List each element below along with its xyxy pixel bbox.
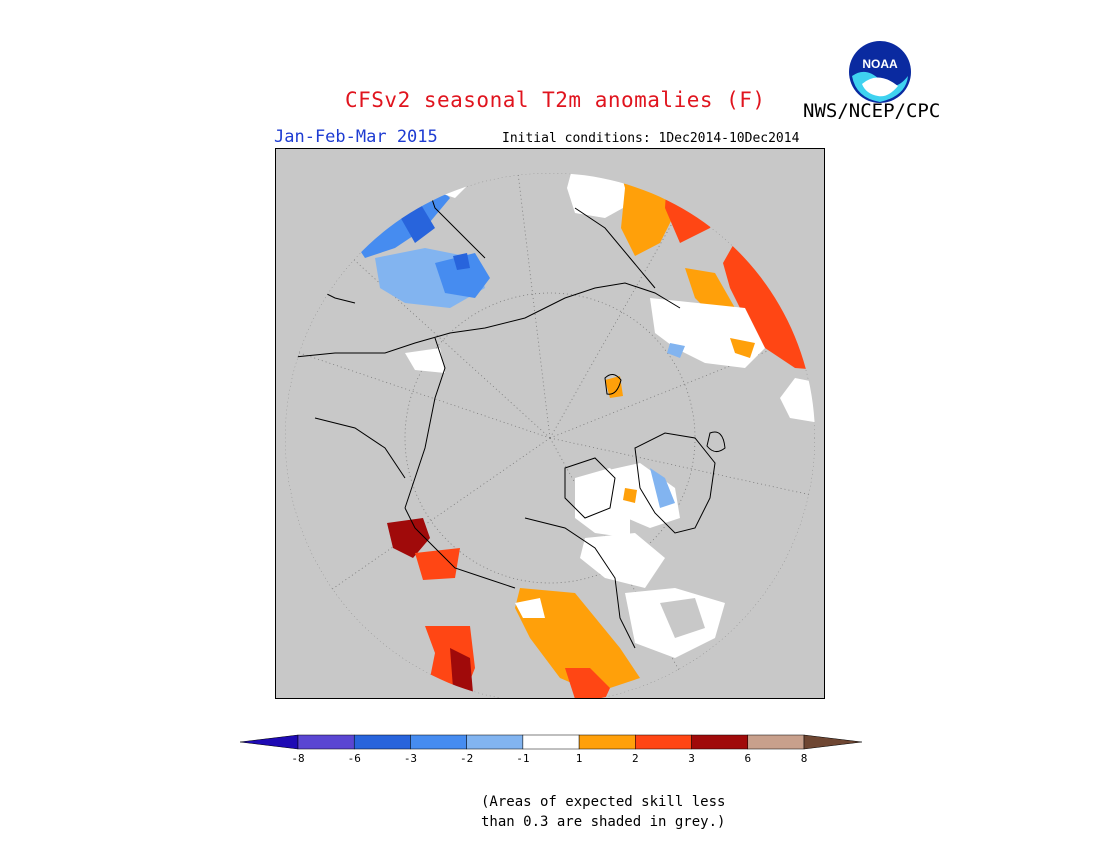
anomaly-cool-middle-east: [435, 253, 490, 298]
anomaly-near-normal-east-siberia: [780, 378, 820, 423]
anomaly-hot-western-us: [565, 668, 610, 699]
noaa-logo: NOAA: [848, 40, 912, 104]
colorbar-tick-label: 8: [800, 752, 808, 765]
colorbar-tick-label: 3: [688, 752, 695, 765]
anomaly-cool-arctic-russia: [667, 343, 685, 358]
hemisphere-mask: [275, 148, 825, 703]
skill-note-line-2: than 0.3 are shaded in grey.): [481, 814, 726, 830]
anomaly-very-hot-east-asia: [387, 518, 430, 558]
colorbar: [239, 733, 863, 751]
skill-note: (Areas of expected skill less than 0.3 a…: [481, 792, 725, 832]
colorbar-arrow-low: [239, 734, 299, 750]
colorbar-tick-label: 2: [632, 752, 639, 765]
season-label: Jan-Feb-Mar 2015: [274, 127, 438, 147]
anomaly-near-normal-hudson: [580, 533, 665, 588]
chart-title: CFSv2 seasonal T2m anomalies (F): [345, 88, 766, 112]
anomaly-near-normal-alaska-panhandle: [515, 598, 545, 618]
agency-label: NWS/NCEP/CPC: [803, 100, 941, 122]
colorbar-tick-label: -6: [347, 752, 361, 765]
anomaly-very-hot-southeast-asia: [450, 648, 473, 693]
colorbar-tick-label: 6: [744, 752, 752, 765]
colorbar-tick-label: 1: [575, 752, 583, 765]
colorbar-tick-label: -8: [291, 752, 305, 765]
anomaly-skill-mask-quebec: [660, 598, 705, 638]
colorbar-ticks: -8 -6 -3 -2 -1 1 2 3 6 8: [240, 752, 862, 768]
anomaly-near-normal-central-asia: [405, 348, 445, 373]
colorbar-segment: [353, 734, 411, 750]
anomaly-warm-arctic-island: [605, 376, 623, 398]
anomaly-cool-greenland: [650, 468, 675, 508]
colorbar-segment: [635, 734, 692, 750]
anomaly-hot-east-asia: [415, 548, 460, 580]
colorbar-segment: [747, 734, 805, 750]
colorbar-segment: [691, 734, 749, 750]
colorbar-tick-label: -2: [460, 752, 474, 765]
colorbar-segment: [410, 734, 467, 750]
colorbar-segment: [578, 734, 636, 750]
colorbar-tick-label: -3: [403, 752, 418, 765]
anomaly-warm-western-canada: [515, 588, 640, 693]
colorbar-arrow-high: [803, 734, 863, 750]
anomaly-warm-siberia: [730, 338, 755, 358]
polar-anomaly-map: [274, 147, 826, 704]
coastlines: [284, 177, 726, 649]
logo-text: NOAA: [862, 57, 898, 71]
colorbar-segment: [522, 734, 580, 750]
colorbar-segment: [297, 734, 355, 750]
colorbar-segment: [466, 734, 524, 750]
anomaly-warm-greenland-coast: [623, 488, 637, 503]
anomaly-cold-middle-east: [453, 253, 470, 270]
skill-note-line-1: (Areas of expected skill less: [481, 794, 726, 810]
initial-conditions-label: Initial conditions: 1Dec2014-10Dec2014: [502, 131, 800, 146]
colorbar-tick-label: -1: [516, 752, 530, 765]
